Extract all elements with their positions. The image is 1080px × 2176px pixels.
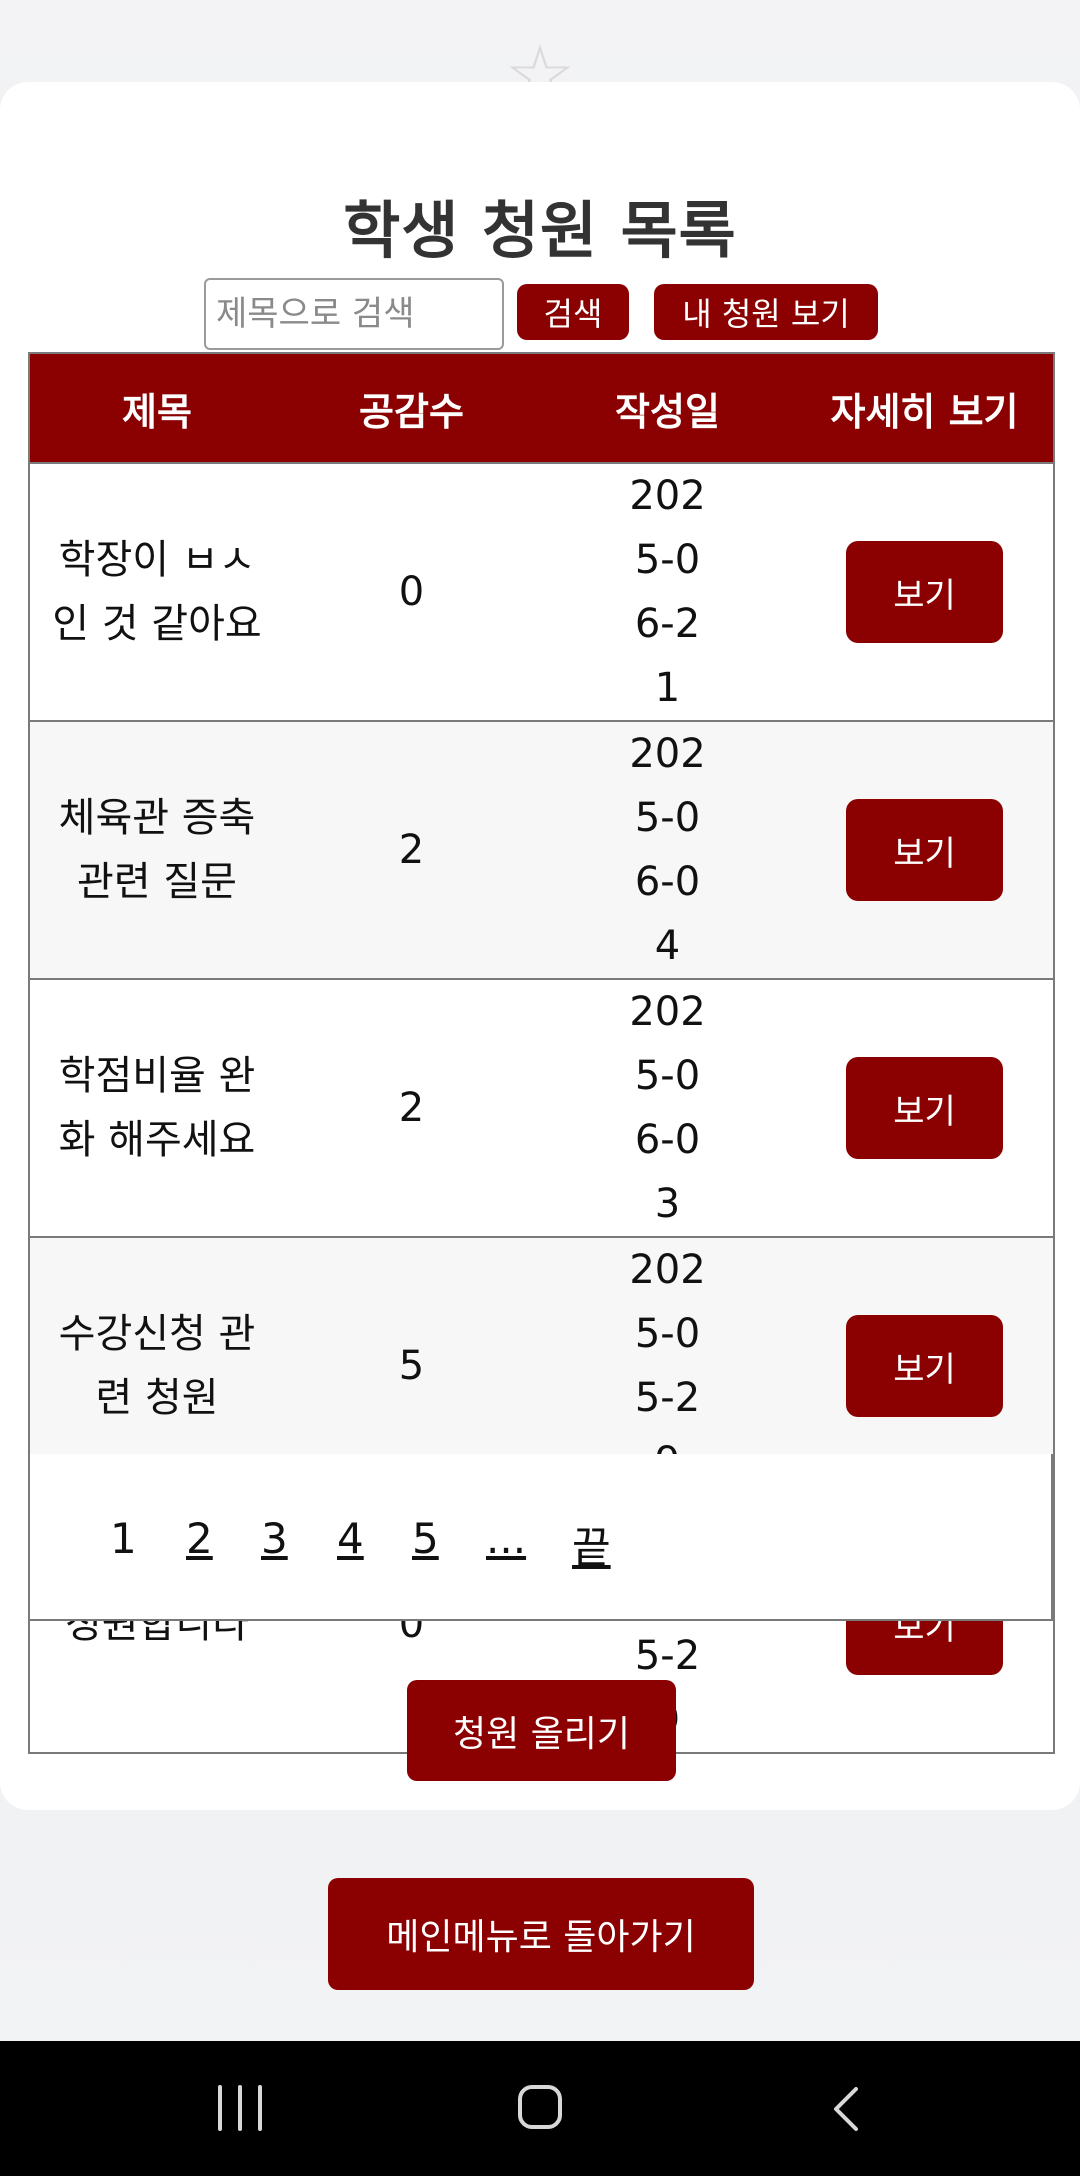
my-petitions-button[interactable]: 내 청원 보기: [654, 284, 878, 340]
row-view-cell: 보기: [796, 462, 1055, 722]
recents-icon[interactable]: [218, 2085, 262, 2131]
table-row: 수강신청 관련 청원 5 2025-05-29 보기: [28, 1236, 1055, 1496]
row-date: 2025-06-04: [539, 720, 796, 980]
main-menu-button[interactable]: 메인메뉴로 돌아가기: [328, 1878, 754, 1990]
page-link[interactable]: 5: [412, 1514, 439, 1563]
table-row: 학점비율 완화 해주세요 2 2025-06-03 보기: [28, 978, 1055, 1238]
page-link[interactable]: 4: [337, 1514, 364, 1563]
row-title: 학점비율 완화 해주세요: [28, 978, 284, 1238]
view-button[interactable]: 보기: [846, 1057, 1003, 1159]
search-row: 검색 내 청원 보기: [0, 278, 1080, 350]
row-title: 학장이 ㅂㅅ인 것 같아요: [28, 462, 284, 722]
page-ellipsis-link[interactable]: ...: [486, 1514, 527, 1563]
row-likes: 0: [284, 462, 539, 722]
row-view-cell: 보기: [796, 720, 1055, 980]
view-button[interactable]: 보기: [846, 799, 1003, 901]
row-title: 수강신청 관련 청원: [28, 1236, 284, 1496]
table-header-row: 제목 공감수 작성일 자세히 보기: [28, 352, 1055, 464]
page-link[interactable]: 2: [186, 1514, 213, 1563]
row-title: 체육관 증축 관련 질문: [28, 720, 284, 980]
system-nav-bar: [0, 2041, 1080, 2176]
page-last-link[interactable]: 끝: [572, 1523, 611, 1572]
table-row: 학장이 ㅂㅅ인 것 같아요 0 2025-06-21 보기: [28, 462, 1055, 722]
row-title-text: 수강신청 관련 청원: [58, 1311, 256, 1421]
row-title-text: 체육관 증축 관련 질문: [58, 795, 256, 905]
header-likes: 공감수: [284, 352, 539, 464]
pagination-box: 1 2 3 4 5 ... 끝: [28, 1454, 1053, 1621]
page-current: 1: [110, 1514, 137, 1563]
search-button[interactable]: 검색: [517, 284, 629, 340]
post-petition-button[interactable]: 청원 올리기: [407, 1680, 676, 1781]
search-input[interactable]: [204, 278, 504, 350]
row-date: 2025-06-21: [539, 462, 796, 722]
view-button[interactable]: 보기: [846, 1315, 1003, 1417]
header-view: 자세히 보기: [796, 352, 1055, 464]
row-date: 2025-06-03: [539, 978, 796, 1238]
home-icon[interactable]: [518, 2085, 562, 2129]
view-button[interactable]: 보기: [846, 541, 1003, 643]
header-title: 제목: [28, 352, 284, 464]
row-title-text: 학점비율 완화 해주세요: [58, 1053, 256, 1163]
page-title: 학생 청원 목록: [343, 194, 737, 267]
row-likes: 2: [284, 978, 539, 1238]
row-view-cell: 보기: [796, 978, 1055, 1238]
page-link[interactable]: 3: [261, 1514, 288, 1563]
header-date: 작성일: [539, 352, 796, 464]
row-view-cell: 보기: [796, 1236, 1055, 1496]
table-row: 체육관 증축 관련 질문 2 2025-06-04 보기: [28, 720, 1055, 980]
row-title-text: 학장이 ㅂㅅ인 것 같아요: [52, 537, 262, 647]
row-likes: 2: [284, 720, 539, 980]
back-icon[interactable]: [826, 2085, 866, 2133]
row-likes: 5: [284, 1236, 539, 1496]
